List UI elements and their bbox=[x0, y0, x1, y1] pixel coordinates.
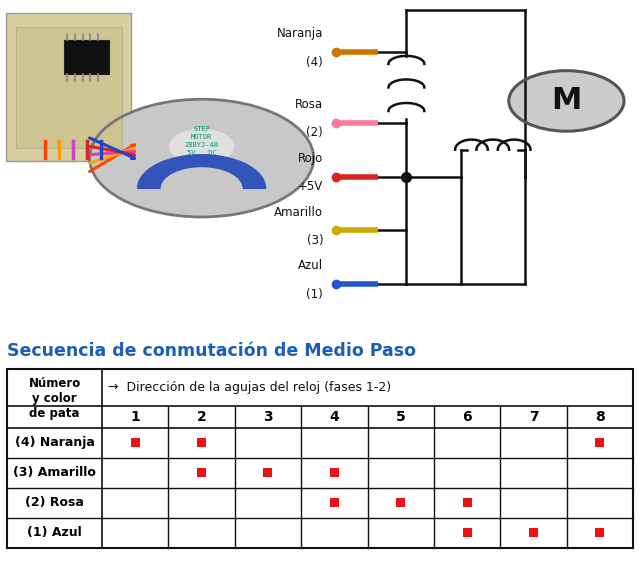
Wedge shape bbox=[138, 155, 266, 189]
Text: 5: 5 bbox=[396, 409, 406, 424]
Text: (2) Rosa: (2) Rosa bbox=[25, 496, 84, 509]
Text: 4: 4 bbox=[330, 409, 339, 424]
Text: Azul: Azul bbox=[298, 259, 323, 273]
Bar bbox=[529, 528, 538, 538]
Bar bbox=[595, 438, 604, 447]
Bar bbox=[463, 528, 472, 538]
Text: Naranja: Naranja bbox=[277, 28, 323, 40]
Text: 3: 3 bbox=[263, 409, 273, 424]
Text: Rosa: Rosa bbox=[295, 98, 323, 111]
Bar bbox=[396, 499, 405, 507]
Circle shape bbox=[509, 71, 624, 131]
Circle shape bbox=[90, 99, 314, 217]
Bar bbox=[330, 499, 339, 507]
Circle shape bbox=[170, 129, 234, 163]
Text: (1): (1) bbox=[307, 288, 323, 301]
Bar bbox=[7, 370, 633, 548]
Text: Rojo: Rojo bbox=[298, 152, 323, 165]
Text: Número
y color
de pata: Número y color de pata bbox=[28, 377, 81, 420]
Text: 6: 6 bbox=[462, 409, 472, 424]
FancyBboxPatch shape bbox=[16, 27, 122, 148]
Text: (4): (4) bbox=[307, 56, 323, 68]
Bar bbox=[264, 468, 273, 477]
Text: 8: 8 bbox=[595, 409, 605, 424]
Text: (4) Naranja: (4) Naranja bbox=[15, 436, 95, 449]
Text: Amarillo: Amarillo bbox=[274, 206, 323, 218]
Bar bbox=[595, 528, 604, 538]
Text: 2: 2 bbox=[196, 409, 207, 424]
FancyBboxPatch shape bbox=[6, 13, 131, 162]
Text: (2): (2) bbox=[307, 126, 323, 139]
Text: STEP
MOTOR
28BYJ-48
5V   DC
74022300: STEP MOTOR 28BYJ-48 5V DC 74022300 bbox=[184, 126, 219, 164]
Text: M: M bbox=[551, 86, 582, 116]
Text: 1: 1 bbox=[131, 409, 140, 424]
Bar bbox=[330, 468, 339, 477]
Bar bbox=[131, 438, 140, 447]
Bar bbox=[197, 468, 206, 477]
Bar bbox=[197, 438, 206, 447]
Text: +5V: +5V bbox=[298, 180, 323, 193]
Text: →  Dirección de la agujas del reloj (fases 1-2): → Dirección de la agujas del reloj (fase… bbox=[108, 381, 391, 394]
Bar bbox=[463, 499, 472, 507]
Text: 7: 7 bbox=[529, 409, 538, 424]
Text: (3): (3) bbox=[307, 234, 323, 247]
Text: (1) Azul: (1) Azul bbox=[27, 526, 82, 539]
Text: Secuencia de conmutación de Medio Paso: Secuencia de conmutación de Medio Paso bbox=[7, 342, 416, 361]
FancyBboxPatch shape bbox=[64, 40, 109, 74]
Text: (3) Amarillo: (3) Amarillo bbox=[13, 466, 96, 479]
